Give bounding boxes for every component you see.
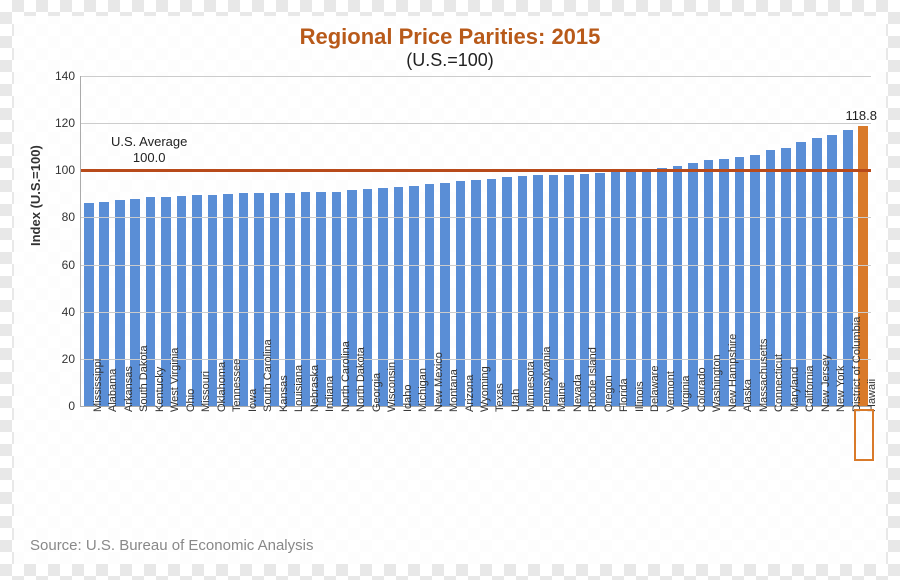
x-label: Texas: [494, 383, 506, 412]
x-label: Oklahoma: [216, 362, 228, 412]
x-label: Arizona: [464, 375, 476, 412]
bar-virginia: [673, 166, 683, 406]
x-label: Alaska: [742, 379, 754, 412]
chart-title: Regional Price Parities: 2015: [14, 24, 886, 50]
y-tick-label: 120: [55, 116, 81, 130]
max-value-label: 118.8: [845, 108, 877, 123]
y-tick-label: 140: [55, 69, 81, 83]
x-label: Nevada: [572, 374, 584, 412]
x-label: Florida: [618, 378, 630, 412]
ref-label-top: U.S. Average: [111, 134, 187, 150]
y-tick-label: 60: [62, 258, 81, 272]
bar-nevada: [564, 175, 574, 406]
x-label: Oregon: [603, 375, 615, 412]
x-label: South Carolina: [262, 339, 274, 412]
x-label: District of Columbia: [851, 317, 863, 412]
x-label: Rhode Island: [587, 347, 599, 412]
y-tick-label: 40: [62, 305, 81, 319]
source-text: Source: U.S. Bureau of Economic Analysis: [30, 537, 313, 554]
x-label: Arkansas: [123, 366, 135, 412]
x-label: New Jersey: [820, 355, 832, 412]
x-label: Idaho: [402, 384, 414, 412]
x-label: North Dakota: [355, 347, 367, 412]
x-label: New Mexico: [433, 352, 445, 412]
bar-utah: [502, 177, 512, 406]
x-label: Connecticut: [773, 354, 785, 412]
x-label: Virginia: [680, 376, 692, 413]
x-label: Kansas: [278, 375, 290, 412]
x-label: Montana: [448, 369, 460, 412]
x-label: New Hampshire: [727, 334, 739, 412]
x-label: Washington: [711, 354, 723, 412]
grid-line: [81, 312, 871, 313]
x-label: Utah: [510, 389, 522, 412]
x-label: Tennessee: [231, 359, 243, 412]
x-label: California: [804, 366, 816, 412]
x-label: Wyoming: [479, 366, 491, 412]
grid-line: [81, 265, 871, 266]
x-label: Maryland: [789, 367, 801, 412]
y-tick-label: 80: [62, 210, 81, 224]
x-label: Vermont: [665, 371, 677, 412]
x-label: Alabama: [107, 369, 119, 412]
x-label: Nebraska: [309, 365, 321, 412]
x-label: Maine: [556, 382, 568, 412]
x-label: Hawaii: [866, 379, 878, 412]
ref-label-bottom: 100.0: [111, 150, 187, 166]
grid-line: [81, 359, 871, 360]
bar-illinois: [626, 171, 636, 406]
x-label: Ohio: [185, 389, 197, 412]
x-label: Colorado: [696, 367, 708, 412]
x-label: Iowa: [247, 389, 259, 412]
x-label: Pennsylvania: [541, 347, 553, 412]
x-label: Minnesota: [525, 361, 537, 412]
highlight-box: [854, 409, 874, 461]
x-label: Michigan: [417, 368, 429, 412]
x-label: New York: [835, 366, 847, 412]
y-tick-label: 100: [55, 163, 81, 177]
x-label: Kentucky: [154, 367, 166, 412]
y-tick-label: 0: [68, 399, 81, 413]
x-label: South Dakota: [138, 345, 150, 412]
grid-line: [81, 123, 871, 124]
x-label: Louisiana: [293, 365, 305, 412]
x-label: West Virginia: [169, 348, 181, 412]
bars-container: [81, 76, 871, 406]
x-label: Illinois: [634, 381, 646, 412]
y-tick-label: 20: [62, 352, 81, 366]
chart-frame: Regional Price Parities: 2015 (U.S.=100)…: [14, 16, 886, 564]
grid-line: [81, 217, 871, 218]
grid-line: [81, 76, 871, 77]
reference-label: U.S. Average100.0: [111, 134, 187, 165]
plot-area: 020406080100120140U.S. Average100.0: [80, 76, 871, 407]
reference-line: [81, 169, 871, 172]
x-label: Delaware: [649, 366, 661, 412]
x-label: Georgia: [371, 373, 383, 412]
x-label: Mississippi: [92, 359, 104, 412]
x-label: North Carolina: [340, 341, 352, 412]
bar-florida: [611, 172, 621, 406]
chart-subtitle: (U.S.=100): [14, 50, 886, 71]
x-label: Indiana: [324, 376, 336, 412]
y-axis-label: Index (U.S.=100): [28, 145, 43, 246]
x-label: Wisconsin: [386, 362, 398, 412]
x-label: Missouri: [200, 371, 212, 412]
x-label: Massachusetts: [758, 339, 770, 412]
